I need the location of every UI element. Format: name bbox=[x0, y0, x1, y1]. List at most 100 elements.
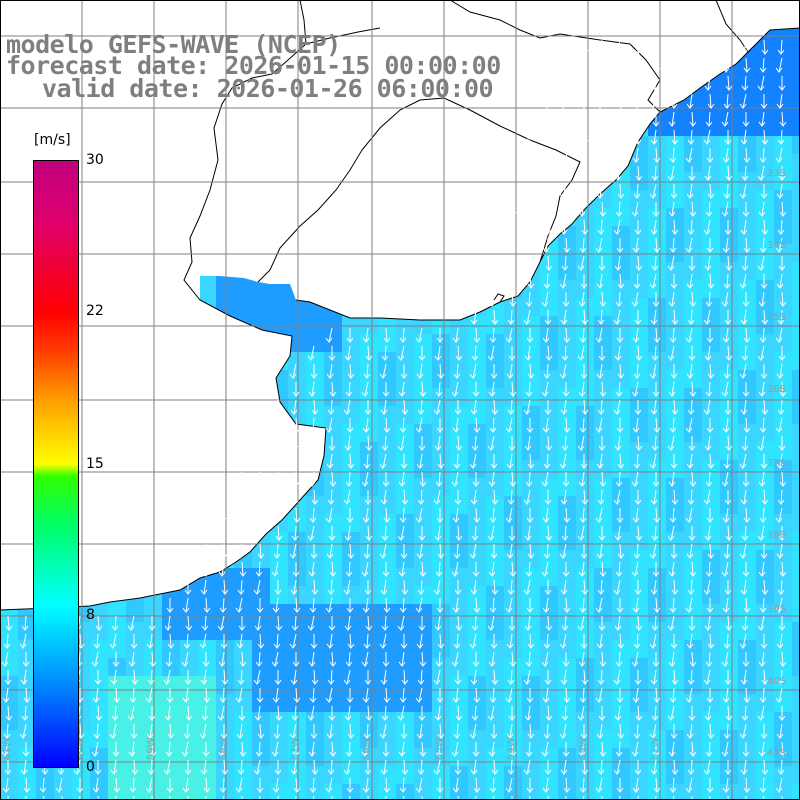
wind-cell bbox=[288, 352, 306, 370]
wind-arrow bbox=[742, 93, 747, 109]
wind-arrow bbox=[203, 759, 207, 775]
wind-cell bbox=[792, 298, 800, 316]
wind-cell bbox=[306, 568, 324, 586]
wind-arrow bbox=[688, 417, 693, 433]
wind-cell bbox=[162, 748, 180, 766]
wind-arrow bbox=[779, 543, 783, 559]
wind-arrow bbox=[277, 705, 280, 721]
wind-arrow bbox=[672, 237, 675, 253]
wind-arrow-head bbox=[615, 301, 623, 307]
wind-arrow-head bbox=[365, 625, 373, 631]
wind-arrow bbox=[167, 615, 171, 631]
wind-arrow bbox=[745, 417, 748, 433]
wind-arrow bbox=[346, 669, 351, 685]
wind-arrow-head bbox=[23, 697, 31, 703]
wind-arrow-head bbox=[598, 265, 606, 271]
wind-arrow-head bbox=[453, 463, 461, 469]
wind-arrow-head bbox=[271, 481, 279, 487]
wind-cell bbox=[522, 748, 540, 766]
wind-arrow bbox=[112, 633, 117, 649]
wind-cell bbox=[720, 118, 738, 136]
wind-cell bbox=[342, 730, 360, 748]
wind-cell bbox=[468, 622, 486, 640]
wind-arrow-head bbox=[398, 391, 406, 397]
lat-label: 38S bbox=[767, 530, 786, 541]
wind-cell bbox=[216, 280, 234, 298]
wind-arrow bbox=[616, 489, 621, 505]
wind-arrow bbox=[366, 363, 369, 379]
wind-arrow-head bbox=[761, 229, 769, 235]
wind-arrow bbox=[420, 669, 423, 685]
wind-arrow-head bbox=[704, 175, 712, 181]
wind-arrow-head bbox=[580, 643, 588, 649]
wind-arrow-head bbox=[652, 571, 660, 577]
wind-arrow bbox=[23, 759, 27, 775]
wind-arrow bbox=[634, 111, 639, 127]
wind-cell bbox=[738, 352, 756, 370]
wind-arrow bbox=[510, 759, 513, 775]
wind-cell bbox=[756, 118, 774, 136]
wind-cell bbox=[324, 586, 342, 604]
wind-cell bbox=[198, 604, 216, 622]
wind-cell bbox=[144, 622, 162, 640]
wind-arrow-head bbox=[631, 661, 639, 667]
wind-arrow-head bbox=[743, 157, 751, 163]
wind-cell bbox=[234, 712, 252, 730]
wind-arrow bbox=[474, 435, 477, 451]
wind-arrow bbox=[655, 507, 658, 523]
wind-arrow-head bbox=[527, 193, 535, 199]
wind-arrow-head bbox=[617, 193, 625, 199]
wind-arrow-head bbox=[757, 265, 765, 271]
wind-arrow bbox=[257, 435, 261, 451]
wind-arrow bbox=[601, 201, 604, 217]
lon-label: 55W bbox=[434, 737, 445, 760]
wind-arrow-head bbox=[401, 589, 409, 595]
wind-cell bbox=[756, 712, 774, 730]
wind-cell bbox=[180, 622, 198, 640]
wind-arrow-head bbox=[401, 409, 409, 415]
wind-arrow-head bbox=[543, 733, 551, 739]
wind-cell bbox=[468, 370, 486, 388]
wind-arrow bbox=[510, 489, 513, 505]
wind-arrow bbox=[168, 651, 171, 667]
wind-arrow-head bbox=[255, 481, 263, 487]
wind-cell bbox=[396, 316, 414, 334]
wind-cell bbox=[774, 514, 792, 532]
wind-cell bbox=[666, 298, 684, 316]
wind-arrow bbox=[600, 759, 603, 775]
wind-arrow bbox=[565, 417, 568, 433]
wind-arrow bbox=[528, 561, 531, 577]
wind-arrow-head bbox=[491, 319, 499, 325]
wind-arrow-head bbox=[399, 517, 407, 523]
wind-cell bbox=[306, 514, 324, 532]
wind-cell bbox=[0, 658, 18, 676]
wind-cell bbox=[306, 640, 324, 658]
wind-cell bbox=[666, 622, 684, 640]
wind-cell bbox=[612, 676, 630, 694]
wind-arrow-head bbox=[761, 679, 769, 685]
wind-cell bbox=[594, 784, 612, 800]
wind-cell bbox=[720, 388, 738, 406]
wind-cell bbox=[270, 748, 288, 766]
wind-arrow-head bbox=[400, 373, 408, 379]
wind-arrow bbox=[293, 759, 297, 775]
wind-arrow bbox=[421, 471, 424, 487]
wind-arrow-head bbox=[704, 445, 712, 451]
wind-arrow bbox=[438, 381, 441, 397]
wind-cell bbox=[504, 388, 522, 406]
wind-arrow bbox=[384, 435, 387, 451]
wind-cell bbox=[666, 442, 684, 460]
wind-arrow-head bbox=[128, 661, 136, 667]
wind-arrow bbox=[565, 687, 568, 703]
wind-arrow bbox=[437, 525, 441, 541]
wind-arrow-head bbox=[599, 481, 607, 487]
wind-cell bbox=[774, 496, 792, 514]
wind-arrow bbox=[545, 417, 549, 433]
wind-cell bbox=[270, 730, 288, 748]
wind-arrow-head bbox=[599, 391, 607, 397]
wind-arrow bbox=[673, 669, 676, 685]
wind-arrow-head bbox=[236, 733, 244, 739]
wind-arrow-head bbox=[237, 499, 245, 505]
wind-arrow-head bbox=[112, 751, 120, 757]
wind-cell bbox=[468, 532, 486, 550]
